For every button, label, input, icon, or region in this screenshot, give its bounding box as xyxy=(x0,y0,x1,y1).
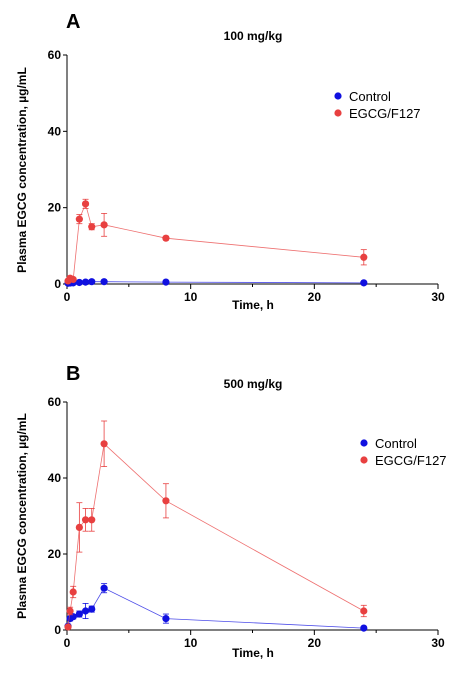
x-axis-label: Time, h xyxy=(232,298,274,312)
data-point xyxy=(69,275,77,284)
legend-label: EGCG/F127 xyxy=(375,453,447,468)
x-axis-label: Time, h xyxy=(232,646,274,660)
panel-b: B 500 mg/kg Plasma EGCG concentration, µ… xyxy=(15,363,447,660)
data-point xyxy=(162,234,170,242)
legend-marker xyxy=(334,92,342,100)
data-point xyxy=(75,610,83,618)
y-tick-label: 0 xyxy=(54,277,61,291)
y-tick-label: 40 xyxy=(48,471,62,485)
data-point xyxy=(162,615,170,623)
chart-title: 100 mg/kg xyxy=(224,29,283,43)
x-tick-label: 20 xyxy=(308,290,322,304)
y-tick-label: 60 xyxy=(48,48,62,62)
data-point xyxy=(100,584,108,592)
x-tick-label: 10 xyxy=(184,636,198,650)
data-point xyxy=(66,607,74,615)
data-point xyxy=(75,215,83,223)
y-tick-label: 0 xyxy=(54,623,61,637)
data-point xyxy=(360,279,368,287)
legend-entry: Control xyxy=(334,89,391,104)
data-point xyxy=(69,588,77,596)
legend-marker xyxy=(360,456,368,464)
panel-letter: B xyxy=(66,363,80,385)
data-point xyxy=(81,607,90,615)
y-axis-label: Plasma EGCG concentration, µg/mL xyxy=(15,413,29,619)
x-tick-label: 20 xyxy=(308,636,322,650)
legend-label: Control xyxy=(375,436,417,451)
data-point xyxy=(360,253,368,261)
panel-letter: A xyxy=(66,11,80,33)
series-line xyxy=(67,281,364,284)
series-line xyxy=(67,443,364,628)
data-point xyxy=(88,605,96,613)
x-tick-label: 10 xyxy=(184,290,198,304)
legend-entry: EGCG/F127 xyxy=(334,106,421,121)
y-tick-label: 20 xyxy=(48,547,62,561)
series-egcg-f127 xyxy=(64,420,368,631)
series-line xyxy=(67,587,364,629)
series-control xyxy=(64,278,368,287)
axes: 0 20 40 60 0 10 20 30 xyxy=(48,395,445,650)
series-control xyxy=(64,583,368,632)
y-tick-label: 60 xyxy=(48,395,62,409)
data-point xyxy=(100,221,108,229)
series-line xyxy=(67,202,364,282)
legend-entry: Control xyxy=(360,436,417,451)
x-tick-label: 0 xyxy=(64,290,71,304)
plot-area xyxy=(64,420,368,632)
data-point xyxy=(81,200,90,208)
y-axis-label: Plasma EGCG concentration, µg/mL xyxy=(15,67,29,273)
data-point xyxy=(100,440,108,448)
legend-label: EGCG/F127 xyxy=(349,106,421,121)
series-egcg-f127 xyxy=(64,198,368,285)
data-point xyxy=(75,278,83,287)
data-point xyxy=(81,278,90,286)
x-tick-label: 0 xyxy=(64,636,71,650)
data-point xyxy=(360,607,368,615)
data-point xyxy=(100,278,108,286)
axes: 0 20 40 60 0 10 20 30 xyxy=(48,48,445,304)
x-tick-label: 30 xyxy=(431,636,445,650)
data-point xyxy=(360,624,368,632)
plot-area xyxy=(64,198,368,287)
data-point xyxy=(88,516,96,524)
chart-title: 500 mg/kg xyxy=(224,377,283,391)
x-tick-label: 30 xyxy=(431,290,445,304)
y-tick-label: 40 xyxy=(48,124,62,138)
legend: Control EGCG/F127 xyxy=(360,436,447,468)
data-point xyxy=(88,223,96,231)
data-point xyxy=(75,523,83,532)
data-point xyxy=(88,278,96,286)
y-tick-label: 20 xyxy=(48,201,62,215)
data-point xyxy=(162,278,170,286)
legend-marker xyxy=(360,439,368,447)
data-point xyxy=(81,516,90,524)
panel-a: A 100 mg/kg Plasma EGCG concentration, µ… xyxy=(15,11,445,312)
legend: Control EGCG/F127 xyxy=(334,89,421,121)
legend-label: Control xyxy=(349,89,391,104)
legend-entry: EGCG/F127 xyxy=(360,453,447,468)
legend-marker xyxy=(334,109,342,117)
data-point xyxy=(64,623,72,631)
data-point xyxy=(162,497,170,505)
